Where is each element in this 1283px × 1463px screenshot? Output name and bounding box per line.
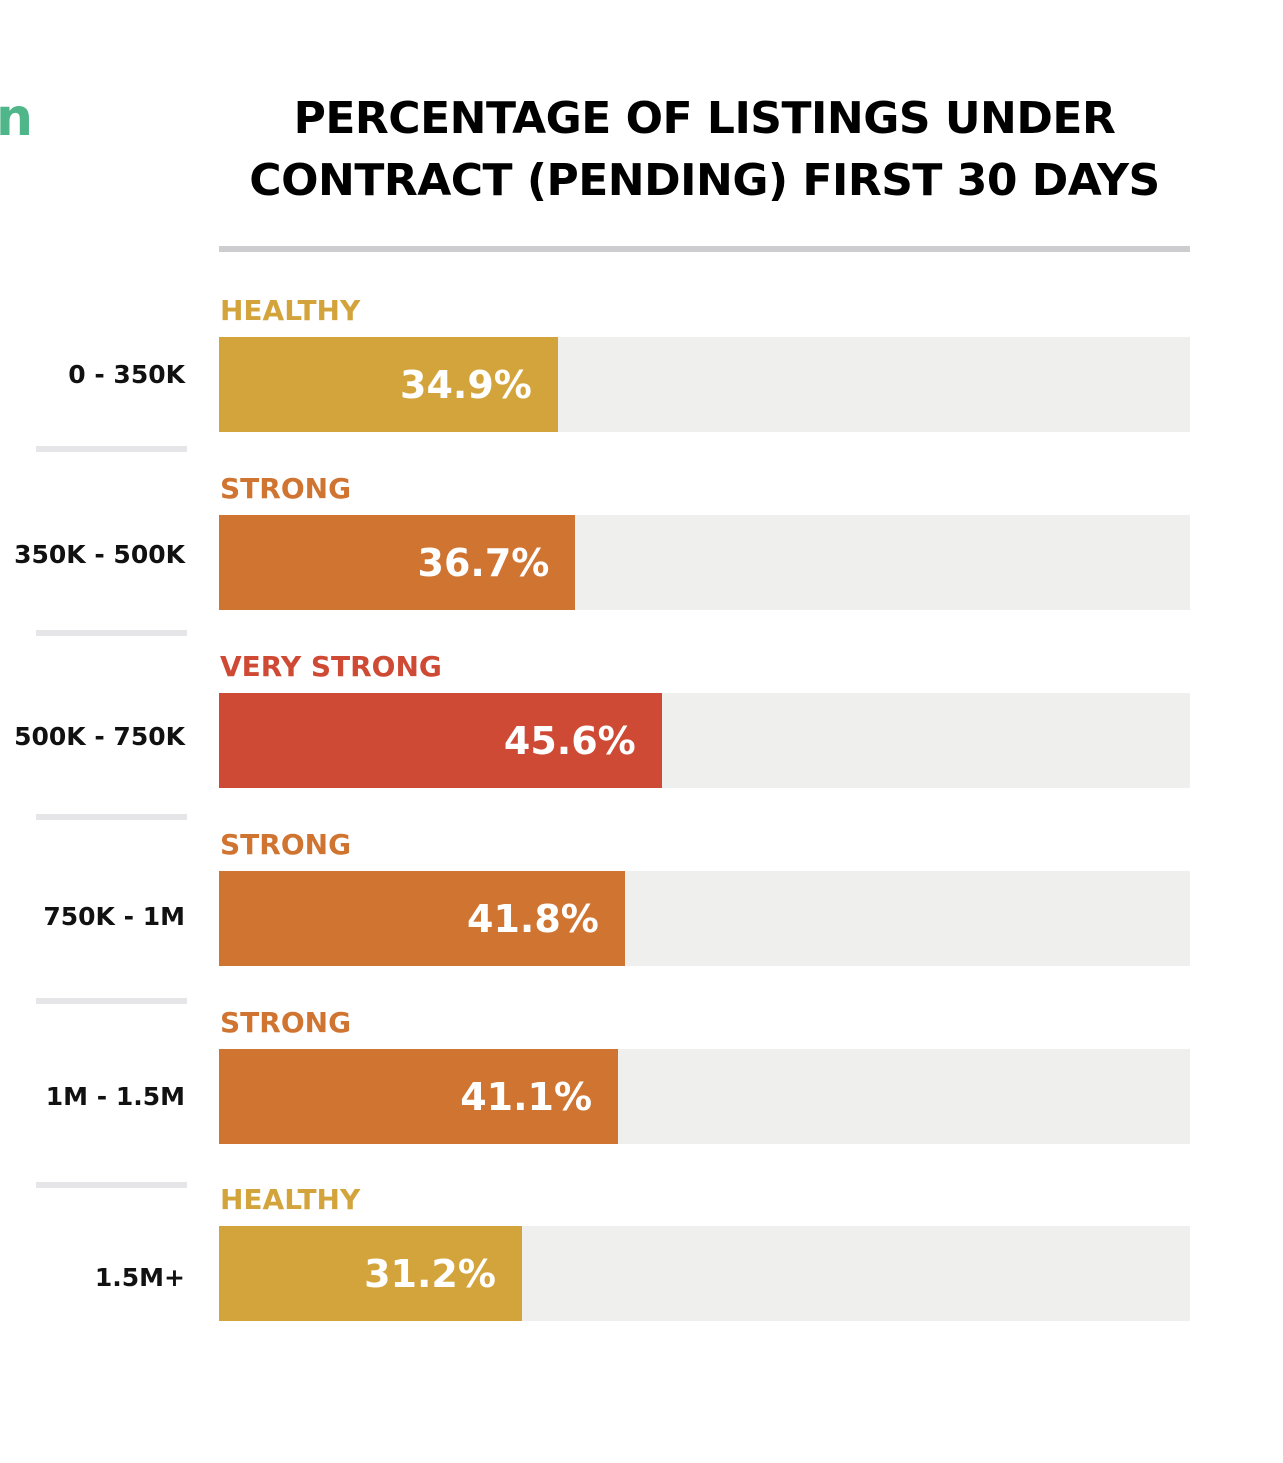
category-label: 500K - 750K <box>14 722 185 751</box>
status-label: HEALTHY <box>220 1183 361 1216</box>
bar-value-label: 45.6% <box>503 718 636 763</box>
title-divider <box>219 246 1190 252</box>
row-divider <box>36 814 187 820</box>
status-label: STRONG <box>220 472 352 505</box>
bar: 36.7% <box>219 515 576 610</box>
bar-row: HEALTHY 0 - 350K 34.9% <box>0 297 1283 447</box>
category-label: 1M - 1.5M <box>45 1082 185 1111</box>
bar-track: 45.6% <box>219 693 1190 788</box>
bar-value-label: 36.7% <box>417 540 550 585</box>
category-label: 1.5M+ <box>94 1263 185 1292</box>
category-label: 350K - 500K <box>14 540 185 569</box>
bar-value-label: 34.9% <box>400 362 532 407</box>
bar-track: 36.7% <box>219 515 1190 610</box>
bar-track: 31.2% <box>219 1226 1190 1321</box>
bar: 41.8% <box>219 871 625 966</box>
row-divider <box>36 998 187 1004</box>
chart-title-line-1: PERCENTAGE OF LISTINGS UNDER <box>293 93 1116 144</box>
status-label: VERY STRONG <box>220 650 442 683</box>
bar-row: HEALTHY 1.5M+ 31.2% <box>0 1186 1283 1336</box>
bar-value-label: 41.8% <box>467 896 599 941</box>
bar-row: STRONG 1M - 1.5M 41.1% <box>0 1009 1283 1159</box>
bar: 34.9% <box>219 337 558 432</box>
status-label: HEALTHY <box>220 294 361 327</box>
status-label: STRONG <box>220 1006 352 1039</box>
chart-title: PERCENTAGE OF LISTINGS UNDER CONTRACT (P… <box>219 88 1190 212</box>
row-divider <box>36 630 187 636</box>
bar: 45.6% <box>219 693 662 788</box>
bar: 41.1% <box>219 1049 619 1144</box>
bar-track: 41.1% <box>219 1049 1190 1144</box>
bar-track: 41.8% <box>219 871 1190 966</box>
bar-row: VERY STRONG 500K - 750K 45.6% <box>0 653 1283 803</box>
row-divider <box>36 1182 187 1188</box>
bar: 31.2% <box>219 1226 522 1321</box>
cropped-heading-fragment: n <box>0 88 34 148</box>
category-label: 0 - 350K <box>68 360 185 389</box>
status-label: STRONG <box>220 828 352 861</box>
bar-value-label: 41.1% <box>460 1074 593 1119</box>
bar-row: STRONG 750K - 1M 41.8% <box>0 831 1283 981</box>
chart-title-line-2: CONTRACT (PENDING) FIRST 30 DAYS <box>249 155 1160 206</box>
bar-value-label: 31.2% <box>364 1251 496 1296</box>
category-label: 750K - 1M <box>43 902 185 931</box>
bar-track: 34.9% <box>219 337 1190 432</box>
bar-row: STRONG 350K - 500K 36.7% <box>0 475 1283 625</box>
row-divider <box>36 446 187 452</box>
